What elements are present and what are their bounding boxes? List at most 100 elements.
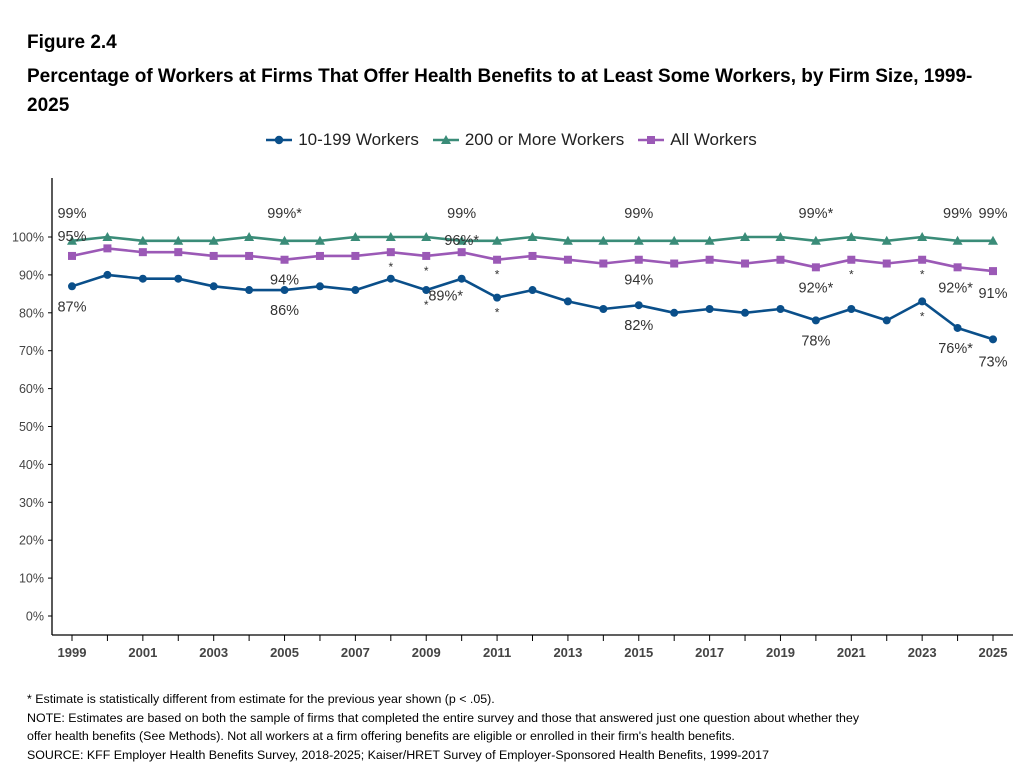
- x-tick-label: 2015: [624, 645, 653, 660]
- point-small: [422, 286, 431, 295]
- data-label-all: 94%: [270, 273, 299, 289]
- data-label-small: 89%*: [428, 289, 463, 305]
- point-small: [847, 305, 856, 314]
- point-small: [599, 305, 608, 314]
- point-small: [386, 274, 395, 283]
- x-tick-label: 2019: [766, 645, 795, 660]
- point-large: [208, 235, 219, 245]
- point-all: [953, 263, 962, 272]
- x-tick-label: 2009: [412, 645, 441, 660]
- point-large: [279, 235, 290, 245]
- point-small: [245, 286, 254, 295]
- x-tick-label: 2005: [270, 645, 299, 660]
- point-all: [705, 255, 714, 264]
- note-line-2: offer health benefits (See Methods). Not…: [27, 729, 735, 743]
- legend-triangle-marker: [432, 135, 459, 144]
- point-large: [562, 235, 573, 245]
- y-tick-label: 0%: [26, 610, 44, 624]
- point-all: [245, 251, 254, 260]
- point-all: [457, 248, 466, 257]
- y-tick-label: 50%: [19, 420, 44, 434]
- x-tick-label: 2023: [908, 645, 937, 660]
- point-all: [68, 251, 76, 260]
- legend-item-small: 10-199 Workers: [266, 130, 419, 150]
- point-all: [776, 255, 785, 264]
- point-large: [350, 232, 361, 241]
- data-label-small: 73%: [978, 354, 1007, 370]
- note-line-1: NOTE: Estimates are based on both the sa…: [27, 710, 860, 725]
- y-tick-label: 30%: [19, 496, 44, 510]
- significance-star-all: *: [920, 268, 925, 282]
- x-tick-label: 2021: [837, 645, 866, 660]
- point-all: [882, 259, 891, 268]
- point-large: [314, 235, 325, 245]
- legend: 10-199 Workers 200 or More Workers All W…: [0, 130, 1023, 150]
- point-large: [952, 235, 963, 245]
- footnotes: * Estimate is statistically different fr…: [27, 690, 987, 764]
- point-large: [881, 235, 892, 245]
- point-all: [103, 244, 112, 253]
- point-all: [847, 255, 856, 264]
- data-label-large: 99%*: [799, 206, 834, 222]
- y-tick-label: 20%: [19, 534, 44, 548]
- data-label-large: 99%: [943, 206, 972, 222]
- legend-label-all: All Workers: [670, 130, 757, 149]
- point-all: [209, 251, 218, 260]
- point-small: [670, 308, 679, 317]
- point-large: [102, 232, 113, 241]
- point-all: [493, 255, 502, 264]
- point-small: [68, 282, 76, 291]
- y-tick-label: 90%: [19, 268, 44, 282]
- point-small: [138, 274, 147, 283]
- point-large: [137, 235, 148, 245]
- data-label-all: 95%: [57, 229, 86, 245]
- y-tick-label: 100%: [12, 231, 44, 245]
- significance-star-small: *: [920, 309, 925, 323]
- significance-star-all: *: [424, 264, 429, 278]
- point-small: [209, 282, 218, 291]
- point-all: [280, 255, 289, 264]
- point-small: [705, 305, 714, 314]
- point-large: [421, 232, 432, 241]
- x-tick-label: 2007: [341, 645, 370, 660]
- point-all: [351, 251, 360, 260]
- point-all: [174, 248, 183, 257]
- point-large: [244, 232, 255, 241]
- x-tick-label: 2017: [695, 645, 724, 660]
- point-large: [456, 235, 467, 245]
- point-all: [918, 255, 927, 264]
- point-all: [634, 255, 643, 264]
- point-small: [351, 286, 360, 295]
- data-label-small: 78%: [801, 333, 830, 349]
- data-label-large: 99%*: [267, 206, 302, 222]
- point-small: [918, 297, 927, 306]
- x-tick-label: 2003: [199, 645, 228, 660]
- data-label-all: 92%*: [799, 280, 834, 296]
- point-large: [917, 232, 928, 241]
- asterisk-note: * Estimate is statistically different fr…: [27, 692, 495, 706]
- point-large: [173, 235, 184, 245]
- point-all: [563, 255, 572, 264]
- point-large: [492, 235, 503, 245]
- point-large: [740, 232, 751, 241]
- legend-item-large: 200 or More Workers: [432, 130, 624, 150]
- y-tick-label: 60%: [19, 382, 44, 396]
- legend-circle-marker: [266, 135, 293, 145]
- point-small: [280, 286, 289, 295]
- point-all: [422, 251, 431, 260]
- data-label-small: 76%*: [938, 341, 973, 357]
- point-large: [810, 235, 821, 245]
- significance-star-all: *: [388, 260, 393, 274]
- point-large: [527, 232, 538, 241]
- point-large: [988, 235, 998, 245]
- point-small: [953, 323, 962, 332]
- point-small: [634, 301, 643, 310]
- point-large: [846, 232, 857, 241]
- y-tick-label: 10%: [19, 572, 44, 586]
- significance-star-all: *: [495, 268, 500, 282]
- data-label-all: 91%: [978, 286, 1007, 302]
- x-tick-label: 2025: [979, 645, 1008, 660]
- data-label-small: 87%: [57, 299, 86, 315]
- significance-star-small: *: [495, 306, 500, 320]
- data-label-small: 82%: [624, 318, 653, 334]
